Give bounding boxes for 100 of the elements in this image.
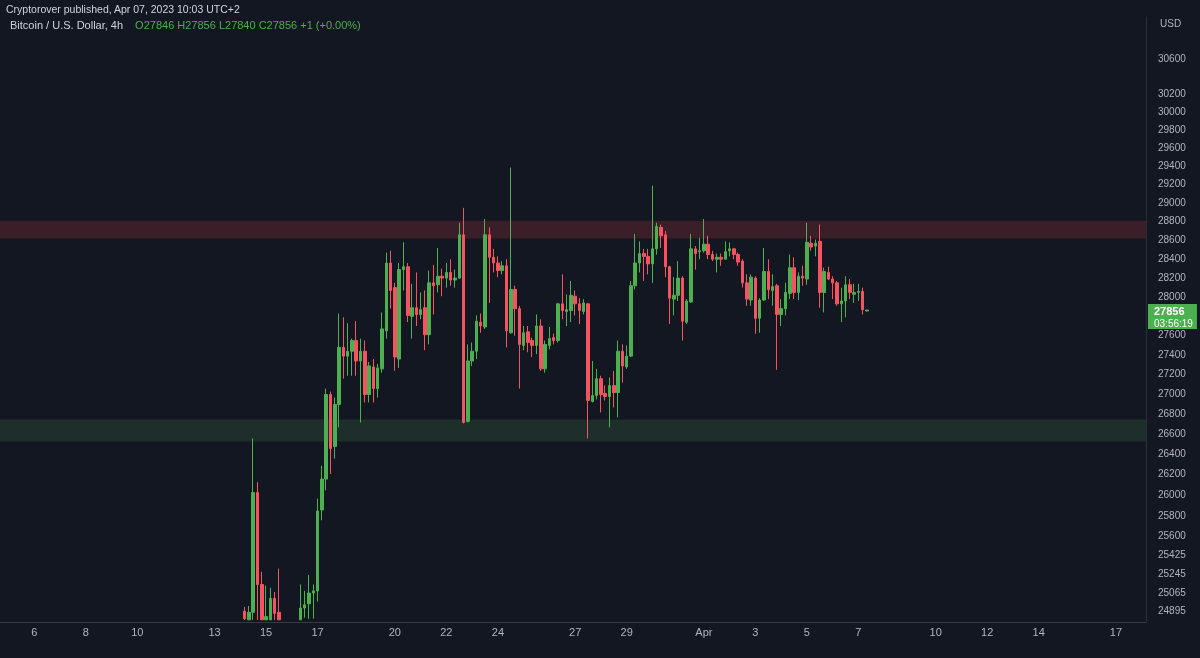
- y-tick-label: 30200: [1158, 88, 1187, 100]
- x-tick-label: 7: [855, 625, 862, 638]
- y-tick-label: 25065: [1158, 586, 1187, 598]
- y-tick-label: 29200: [1158, 178, 1187, 190]
- y-tick-label: 27400: [1158, 348, 1187, 360]
- candlestick: [488, 226, 491, 304]
- candlestick: [415, 271, 418, 327]
- y-tick-label: 28800: [1158, 215, 1187, 227]
- candlestick: [861, 287, 864, 315]
- candlestick: [754, 275, 757, 335]
- candlestick: [681, 275, 684, 342]
- candlestick: [694, 245, 697, 271]
- candlestick: [423, 289, 427, 351]
- chart-subtitle: O27846 H27856 L27840 C27856 +1 (+0.00%): [135, 18, 361, 31]
- y-tick-label: 26200: [1158, 468, 1187, 480]
- x-tick-label: 14: [1032, 625, 1045, 638]
- y-tick-label: 28200: [1158, 271, 1187, 283]
- x-tick-label: 27: [569, 625, 582, 638]
- candlestick: [848, 278, 852, 300]
- x-tick-label: 24: [491, 625, 505, 638]
- candlestick: [440, 268, 444, 297]
- x-tick-label: 6: [31, 625, 38, 638]
- y-axis-title: USD: [1160, 17, 1182, 29]
- candlestick: [586, 302, 590, 439]
- y-tick-label: 28000: [1158, 290, 1187, 302]
- y-tick-label: 26800: [1158, 407, 1187, 419]
- candlestick: [299, 583, 302, 621]
- candlestick: [445, 262, 448, 289]
- y-tick-label: 27000: [1158, 388, 1187, 400]
- y-tick-label: 27200: [1158, 368, 1187, 380]
- x-tick-label: 29: [620, 625, 633, 638]
- y-tick-label: 24895: [1158, 605, 1187, 617]
- y-tick-label: 29000: [1158, 196, 1187, 208]
- candlestick: [509, 167, 513, 335]
- x-tick-label: 15: [259, 625, 273, 638]
- candlestick: [406, 262, 410, 323]
- candlestick: [363, 340, 367, 403]
- y-tick-label: 26000: [1158, 488, 1187, 500]
- x-tick-label: 22: [440, 625, 453, 638]
- text: Cryptorover published, Apr 07, 2023 10:03 UTC+2: [6, 2, 240, 15]
- x-tick-label: Apr: [695, 625, 713, 638]
- candlestick: [792, 256, 796, 300]
- candlestick: [642, 248, 646, 282]
- candlestick: [801, 265, 804, 287]
- candlestick: [277, 568, 281, 621]
- candlestick: [483, 218, 487, 330]
- candlestick: [844, 275, 847, 318]
- candlestick: [500, 260, 504, 275]
- candlestick: [719, 253, 723, 267]
- x-tick-label: 12: [981, 625, 994, 638]
- x-tick-label: 3: [752, 625, 759, 638]
- candlestick: [526, 325, 530, 353]
- x-tick-label: 8: [82, 625, 89, 638]
- x-tick-label: 5: [803, 625, 810, 638]
- candlestick: [561, 273, 564, 320]
- candlestick: [329, 391, 332, 475]
- x-tick-label: 20: [388, 625, 401, 638]
- candlestick: [436, 247, 440, 293]
- x-tick-label: 10: [131, 625, 144, 638]
- text: 27856: [1154, 304, 1185, 317]
- candlestick: [591, 360, 594, 403]
- candlestick: [359, 338, 362, 423]
- candlestick: [552, 333, 555, 345]
- candlestick: [835, 280, 839, 307]
- candlestick: [715, 253, 719, 273]
- candlestick: [354, 320, 358, 377]
- candlestick: [462, 207, 465, 424]
- y-tick-label: 25245: [1158, 567, 1187, 579]
- candlestick: [419, 291, 422, 320]
- candlestick: [771, 273, 774, 307]
- y-tick-label: 27600: [1158, 329, 1187, 341]
- text: 03:56:19: [1154, 317, 1194, 329]
- y-tick-label: 30000: [1158, 106, 1187, 118]
- candlestick: [822, 267, 826, 314]
- candlestick: [479, 312, 482, 334]
- y-tick-label: 28600: [1158, 233, 1187, 245]
- candlestick: [569, 280, 573, 323]
- candlestick: [775, 283, 779, 371]
- candlestick: [797, 271, 800, 301]
- candlestick: [809, 235, 813, 252]
- candlestick: [724, 240, 727, 260]
- candlestick: [612, 370, 616, 408]
- candlestick: [243, 606, 246, 621]
- chart-title: Bitcoin / U.S. Dollar, 4h: [10, 18, 124, 31]
- candlestick: [342, 316, 345, 380]
- candlestick: [466, 343, 470, 423]
- candlestick: [367, 361, 371, 403]
- x-tick-label: 13: [208, 625, 221, 638]
- candlestick: [449, 258, 452, 287]
- candlestick: [427, 270, 431, 345]
- candlestick: [706, 235, 710, 260]
- candlestick: [522, 325, 525, 351]
- candlestick: [582, 298, 585, 315]
- y-tick-label: 26400: [1158, 448, 1187, 460]
- candlestick: [599, 375, 603, 413]
- candlestick: [616, 340, 620, 418]
- y-tick-label: 25800: [1158, 509, 1187, 521]
- candlestick: [621, 343, 624, 384]
- x-tick-label: 17: [311, 625, 324, 638]
- candlestick: [539, 318, 543, 372]
